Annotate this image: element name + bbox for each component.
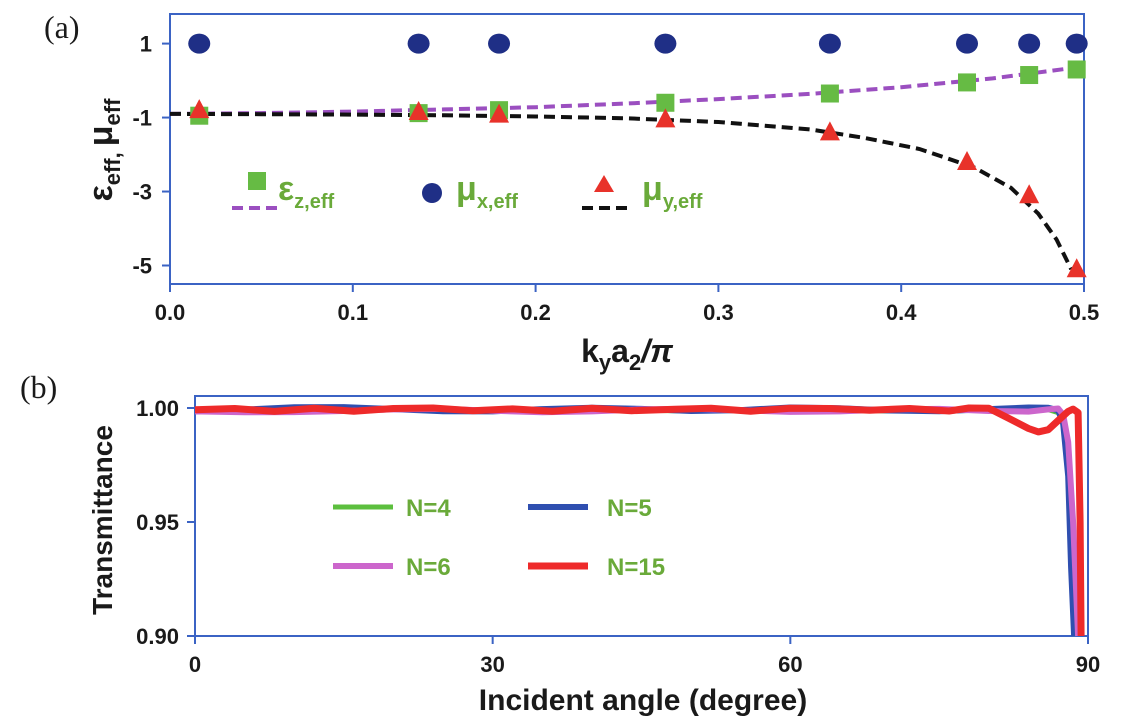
legend-muy-label: μy,eff (642, 170, 703, 213)
panel-a-xtick-label: 0.1 (338, 300, 369, 325)
legend-n4-label: N=4 (406, 495, 451, 522)
ylabel-eps: ε (82, 185, 120, 201)
panel-b-xtick-label: 90 (1076, 652, 1100, 677)
panel-b-xlabel: Incident angle (degree) (479, 684, 807, 717)
legend-muy-base: μ (642, 170, 663, 208)
point-eps-z (1020, 66, 1039, 85)
point-mu-y (189, 99, 210, 119)
panel-a-ytick-label: -1 (132, 106, 152, 131)
panel-a-xtick-label: 0.5 (1069, 300, 1100, 325)
point-mu-y (408, 101, 429, 121)
legend-n5-label: N=5 (607, 495, 652, 522)
panel-b-label: (b) (20, 369, 57, 405)
point-mu-y (1066, 258, 1087, 278)
panel-b-frame (194, 395, 1089, 637)
point-mu-x (956, 33, 979, 54)
line-n15 (194, 404, 1085, 637)
point-mu-y (957, 150, 978, 170)
legend-eps-sub: z,eff (294, 191, 334, 213)
xlabel-k: k (581, 333, 599, 369)
panel-a-xtick-label: 0.4 (886, 300, 917, 325)
legend-mux-label: μx,eff (456, 170, 518, 213)
fit-line-eps (169, 64, 1085, 116)
panel-a-markers (188, 33, 1088, 278)
panel-a-xtick-label: 0.0 (155, 300, 186, 325)
panel-a-legend: εz,eff μx,eff μy,eff (232, 170, 703, 213)
line-n6 (194, 405, 1082, 637)
ylabel-eps-sub: eff, (100, 152, 125, 185)
panel-a-ticks: 0.0 0.1 0.2 0.3 0.4 0.5 1 -1 -3 -5 (132, 32, 1099, 325)
point-mu-x (1018, 33, 1041, 54)
point-mu-x (488, 33, 511, 54)
legend-eps-base: ε (278, 170, 294, 208)
point-mu-x (407, 33, 430, 54)
panel-a-ytick-label: 1 (140, 32, 152, 57)
panel-a-frame (169, 13, 1085, 285)
panel-b: (b) 0 30 60 90 1.00 0.95 0.90 Transmittance In… (20, 369, 1100, 717)
panel-a-ytick-label: -5 (132, 254, 152, 279)
panel-a-fit-lines (169, 64, 1085, 271)
panel-a-label: (a) (44, 9, 80, 45)
xlabel-over-pi: /π (639, 333, 674, 369)
point-eps-z (958, 73, 977, 92)
ylabel-mu-sub: eff (100, 98, 125, 126)
legend-eps-marker (248, 172, 266, 190)
point-mu-x (818, 33, 841, 54)
legend-mux-base: μ (456, 170, 477, 208)
panel-a-ytick-label: -3 (132, 180, 152, 205)
panel-a-xtick-label: 0.3 (703, 300, 734, 325)
xlabel-sub-y: y (599, 350, 612, 375)
legend-eps-label: εz,eff (278, 170, 334, 213)
point-mu-x (654, 33, 677, 54)
panel-b-xtick-label: 0 (189, 652, 201, 677)
panel-b-ytick-label: 0.95 (136, 510, 179, 535)
panel-b-legend: N=4 N=5 N=6 N=15 (333, 495, 665, 581)
point-eps-z (820, 84, 839, 103)
ylabel-mu: μ (82, 125, 120, 146)
point-eps-z (1067, 60, 1086, 79)
legend-muy-marker (594, 175, 614, 192)
point-mu-y (1019, 184, 1040, 204)
panel-b-lines (194, 404, 1085, 637)
panel-a-xtick-label: 0.2 (520, 300, 551, 325)
panel-b-ticks: 0 30 60 90 1.00 0.95 0.90 (136, 396, 1100, 677)
point-mu-x (188, 33, 211, 54)
line-n4 (194, 406, 1078, 637)
legend-n6-label: N=6 (406, 554, 451, 581)
panel-b-xtick-label: 30 (480, 652, 504, 677)
legend-n15-label: N=15 (607, 554, 665, 581)
legend-mux-marker (422, 183, 442, 203)
panel-b-ytick-label: 1.00 (136, 396, 179, 421)
point-mu-y (655, 108, 676, 128)
fit-line-muy (169, 111, 1073, 271)
point-eps-z (656, 93, 675, 112)
panel-b-ylabel: Transmittance (87, 425, 118, 615)
point-mu-x (1065, 33, 1088, 54)
point-mu-y (489, 103, 510, 123)
legend-muy-sub: y,eff (663, 191, 703, 213)
point-mu-y (819, 121, 840, 141)
panel-b-ytick-label: 0.90 (136, 624, 179, 649)
panel-a-ylabel: εeff, μeff (82, 98, 125, 202)
xlabel-a: a (611, 333, 629, 369)
panel-a: (a) 0.0 0.1 0.2 0.3 0.4 0.51-1-3-5 εeff,μeff … (44, 9, 1099, 375)
legend-mux-sub: x,eff (477, 191, 518, 213)
panel-a-xlabel: kya2/π (581, 333, 674, 375)
panel-b-xtick-label: 60 (778, 652, 802, 677)
xlabel-sub-2: 2 (629, 350, 641, 375)
